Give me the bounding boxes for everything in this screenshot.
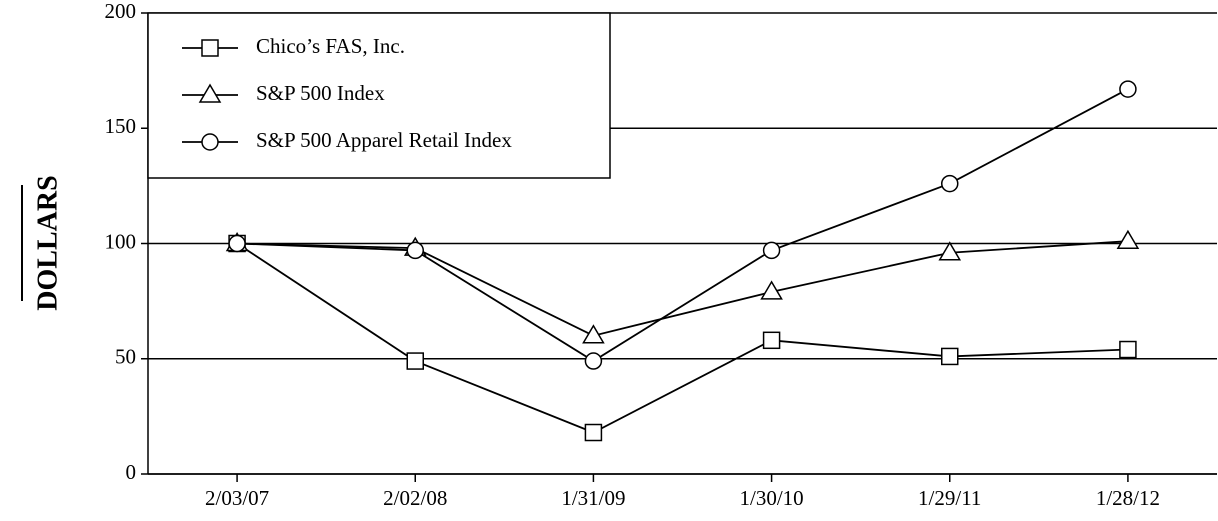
- x-tick-label: 1/28/12: [1096, 486, 1160, 510]
- data-point: [941, 174, 959, 193]
- series-line: [237, 240, 1128, 337]
- x-tick-label: 2/02/08: [383, 486, 447, 510]
- y-tick-label: 200: [105, 0, 137, 23]
- y-tick-label: 0: [126, 460, 137, 484]
- data-point: [938, 241, 962, 261]
- data-point: [228, 234, 246, 253]
- legend-label: Chico’s FAS, Inc.: [256, 34, 405, 58]
- data-point: [941, 347, 959, 366]
- y-tick-label: 50: [115, 345, 136, 369]
- data-point: [406, 241, 424, 260]
- data-point: [584, 423, 603, 442]
- data-point: [1116, 229, 1140, 249]
- x-tick-label: 1/30/10: [739, 486, 803, 510]
- data-point: [584, 352, 603, 370]
- data-point: [1119, 80, 1137, 98]
- series-line: [236, 242, 1128, 434]
- y-tick-label: 150: [105, 114, 137, 138]
- legend-marker: [201, 39, 219, 57]
- y-axis-label: DOLLARS: [32, 175, 63, 310]
- data-point: [760, 280, 783, 300]
- x-tick-label: 1/29/11: [918, 486, 981, 510]
- data-point: [1119, 340, 1137, 359]
- series-line: [237, 88, 1129, 363]
- legend: Chico’s FAS, Inc. S&P 500 Index S&P 500 Ap…: [147, 12, 611, 179]
- legend-marker: [201, 133, 219, 151]
- data-point: [762, 241, 781, 260]
- y-tick-label: 100: [105, 229, 137, 253]
- data-point: [582, 324, 605, 344]
- data-point: [406, 352, 424, 370]
- x-tick-label: 1/31/09: [561, 486, 625, 510]
- legend-label: S&P 500 Index: [256, 81, 385, 105]
- x-tick-label: 2/03/07: [205, 486, 269, 510]
- legend-label: S&P 500 Apparel Retail Index: [256, 128, 512, 152]
- data-point: [762, 331, 781, 350]
- legend-marker: [198, 83, 222, 103]
